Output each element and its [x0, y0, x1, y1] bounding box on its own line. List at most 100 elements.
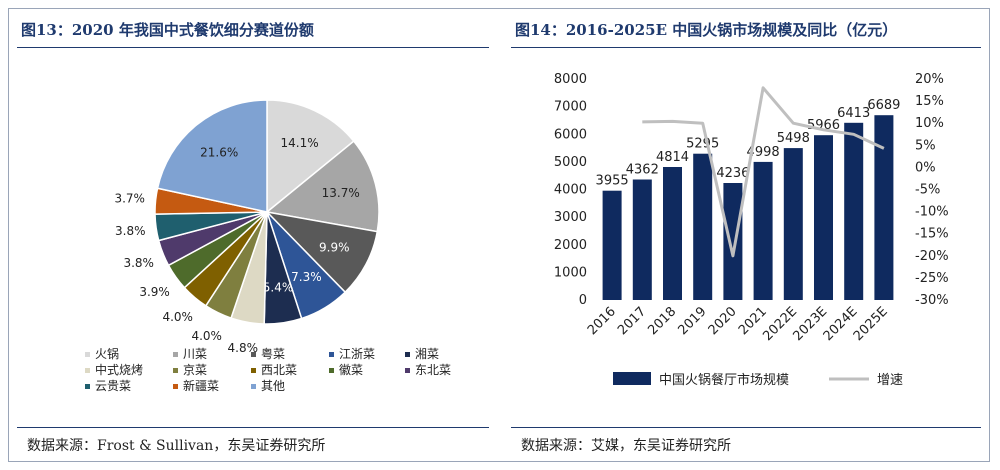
legend-label: 粤菜 — [261, 346, 285, 361]
pie-slice-label: 3.8% — [123, 256, 154, 270]
legend-label: 川菜 — [183, 347, 207, 361]
legend-swatch — [173, 384, 178, 389]
legend-swatch-bar — [613, 372, 651, 385]
x-tick-label: 2016 — [585, 304, 619, 338]
bar-value-label: 5498 — [777, 131, 810, 146]
y-left-tick: 8000 — [554, 72, 587, 87]
legend-label: 火锅 — [95, 346, 119, 361]
source-rule — [17, 427, 489, 428]
legend-swatch — [405, 368, 410, 373]
y-left-tick: 0 — [579, 293, 587, 308]
pie-source: 数据来源：Frost & Sullivan，东吴证券研究所 — [27, 438, 326, 454]
pie-slice-label: 7.3% — [291, 270, 322, 284]
legend-swatch — [85, 368, 90, 373]
bar — [693, 153, 713, 300]
bar-value-label: 4236 — [716, 166, 749, 181]
combo-source: 数据来源：艾媒，东吴证券研究所 — [521, 438, 731, 454]
legend-swatch — [329, 368, 334, 373]
pie-slice-label: 3.9% — [139, 285, 170, 299]
y-left-tick: 1000 — [554, 265, 587, 280]
pie-slice-label: 4.8% — [228, 341, 259, 355]
bar — [874, 115, 894, 300]
figure-frame: 图13：2020 年我国中式餐饮细分赛道份额 14.1% 13.7% 9.9% 7.3… — [8, 8, 990, 462]
title-rule — [17, 47, 489, 48]
y-right-tick: 0% — [915, 160, 936, 175]
y-left-tick: 7000 — [554, 100, 587, 115]
pie-slice — [265, 140, 380, 233]
y-right-tick: 10% — [915, 116, 944, 131]
x-tick-label: 2017 — [615, 304, 649, 338]
pie-chart: 14.1% 13.7% 9.9% 7.3%5.4% 4.8% 4.0% 4.0% 3.9% 3.… — [85, 99, 451, 393]
pie-slice-label: 9.9% — [319, 241, 350, 255]
legend-label: 京菜 — [183, 363, 207, 377]
x-tick-label: 2025E — [851, 304, 891, 344]
bar — [753, 161, 773, 300]
y-left-tick: 3000 — [554, 210, 587, 225]
legend-swatch — [251, 352, 256, 357]
pie-panel: 图13：2020 年我国中式餐饮细分赛道份额 14.1% 13.7% 9.9% 7.3… — [9, 9, 497, 461]
x-tick-label: 2018 — [645, 304, 679, 338]
legend-swatch — [251, 368, 256, 373]
legend-label: 中式烧烤 — [95, 362, 143, 377]
pie-slice-label: 4.0% — [191, 329, 222, 343]
pie-slice-label: 14.1% — [281, 136, 319, 150]
combo-panel: 图14：2016-2025E 中国火锅市场规模及同比（亿元） 0 1000 2000… — [503, 9, 989, 461]
y-left-tick: 4000 — [554, 183, 587, 198]
legend-label: 徽菜 — [339, 362, 363, 377]
y-right-tick: -10% — [915, 205, 949, 220]
legend-swatch — [329, 352, 334, 357]
bar — [602, 190, 622, 300]
pie-slice-label: 4.0% — [162, 310, 193, 324]
pie-slice-label: 3.7% — [114, 192, 145, 206]
legend-swatch — [85, 352, 90, 357]
combo-chart: 0 1000 2000 3000 4000 5000 6000 7000 8000 -30% -25… — [554, 72, 949, 388]
bar-value-label: 6413 — [837, 106, 870, 121]
bar-value-label: 4998 — [747, 145, 780, 160]
legend-label: 其他 — [261, 379, 285, 393]
y-right-tick: 15% — [915, 94, 944, 109]
legend-label: 云贵菜 — [95, 379, 131, 393]
y-right-tick: -30% — [915, 293, 949, 308]
y-right-tick: -20% — [915, 249, 949, 264]
legend-label: 江浙菜 — [339, 347, 375, 361]
legend-label: 新疆菜 — [183, 378, 219, 393]
pie-slice-label: 13.7% — [322, 186, 360, 200]
legend-label: 中国火锅餐厅市场规模 — [659, 372, 789, 388]
y-right-tick: -25% — [915, 271, 949, 286]
pie-slice — [156, 99, 268, 213]
legend-label: 湘菜 — [415, 346, 439, 361]
source-rule — [511, 427, 981, 428]
legend-swatch — [173, 352, 178, 357]
x-tick-label: 2019 — [676, 304, 710, 338]
y-left-tick: 2000 — [554, 238, 587, 253]
bar-value-label: 6689 — [867, 98, 900, 113]
legend-label: 西北菜 — [261, 363, 297, 377]
y-left-tick: 5000 — [554, 155, 587, 170]
bar — [663, 167, 682, 300]
x-tick-label: 2020 — [706, 304, 740, 338]
bar — [814, 135, 833, 300]
title-rule — [511, 47, 981, 48]
legend-swatch — [173, 368, 178, 373]
legend-swatch — [251, 384, 256, 389]
legend-swatch — [405, 352, 410, 357]
y-right-tick: 20% — [915, 72, 944, 87]
y-right-tick: 5% — [915, 138, 936, 153]
pie-slice-label: 3.8% — [115, 224, 146, 238]
pie-slice-label: 5.4% — [263, 280, 294, 294]
bar — [723, 183, 743, 300]
bar-value-label: 3955 — [596, 174, 629, 189]
y-right-tick: -15% — [915, 227, 949, 242]
bar-value-label: 4814 — [656, 150, 689, 165]
legend-swatch — [85, 384, 90, 389]
pie-slice-label: 21.6% — [200, 146, 238, 160]
bar — [632, 179, 652, 300]
bar — [783, 148, 803, 300]
y-right-tick: -5% — [915, 183, 940, 198]
y-left-tick: 6000 — [554, 127, 587, 142]
combo-title: 图14：2016-2025E 中国火锅市场规模及同比（亿元） — [515, 21, 898, 39]
pie-slice — [266, 99, 355, 214]
growth-line — [642, 86, 885, 258]
bar — [844, 122, 864, 300]
bar-value-label: 5295 — [686, 137, 719, 152]
